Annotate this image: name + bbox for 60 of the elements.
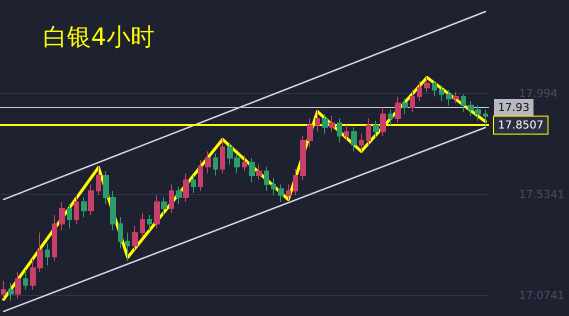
ref-line-label: 17.93 — [498, 101, 530, 114]
candlestick — [213, 153, 218, 176]
candlestick — [483, 109, 488, 126]
candlestick — [8, 282, 14, 302]
candlestick — [286, 184, 291, 200]
candlestick — [161, 197, 167, 216]
candlestick — [439, 85, 444, 102]
candlestick — [256, 164, 262, 180]
candlestick — [23, 269, 28, 290]
ref-line-label: 17.8507 — [498, 118, 544, 132]
candlestick — [264, 166, 269, 192]
candlestick — [176, 186, 182, 205]
candlestick — [417, 80, 422, 102]
text: 白银4小时 — [43, 23, 154, 51]
candlestick — [424, 76, 430, 93]
candlestick — [74, 194, 79, 224]
candlestick — [344, 124, 349, 141]
candlestick — [52, 214, 57, 262]
candlestick — [59, 201, 65, 231]
candlestick — [1, 280, 6, 299]
candlestick — [147, 214, 152, 231]
candlestick — [271, 177, 276, 196]
candlestick — [81, 197, 87, 218]
candlestick — [249, 158, 255, 183]
candlestick — [359, 133, 364, 152]
candlestick — [183, 172, 189, 202]
candlestick — [96, 166, 101, 196]
candlestick — [88, 184, 94, 216]
candlestick — [322, 114, 328, 134]
candlestick — [453, 92, 459, 104]
candlestick — [315, 109, 320, 132]
candlestick — [446, 89, 452, 106]
candlestick — [45, 243, 50, 266]
candlestick — [351, 126, 357, 152]
candlestick — [432, 80, 437, 98]
candlestick — [373, 120, 379, 139]
candlestick — [191, 175, 196, 194]
candlestick — [198, 160, 203, 192]
candlestick — [337, 118, 342, 144]
candlestick — [293, 168, 298, 196]
candlestick — [410, 89, 415, 112]
candlestick — [140, 212, 145, 238]
candlestick — [461, 94, 466, 112]
candlestick — [15, 272, 21, 299]
candlestick — [220, 138, 225, 174]
candlestick — [278, 184, 284, 202]
candlestick — [118, 216, 123, 248]
candlestick — [169, 184, 174, 214]
candlestick — [380, 107, 386, 137]
candlestick — [395, 96, 401, 124]
candlestick — [402, 98, 408, 115]
candlestick — [242, 155, 247, 172]
candlestick — [366, 118, 371, 146]
candlestick — [388, 109, 393, 126]
candlestick — [125, 232, 130, 262]
candlestick — [205, 150, 211, 174]
candlestick — [154, 194, 160, 229]
candlestick — [67, 204, 72, 229]
candlestick — [132, 226, 138, 251]
candlestick — [329, 116, 335, 132]
